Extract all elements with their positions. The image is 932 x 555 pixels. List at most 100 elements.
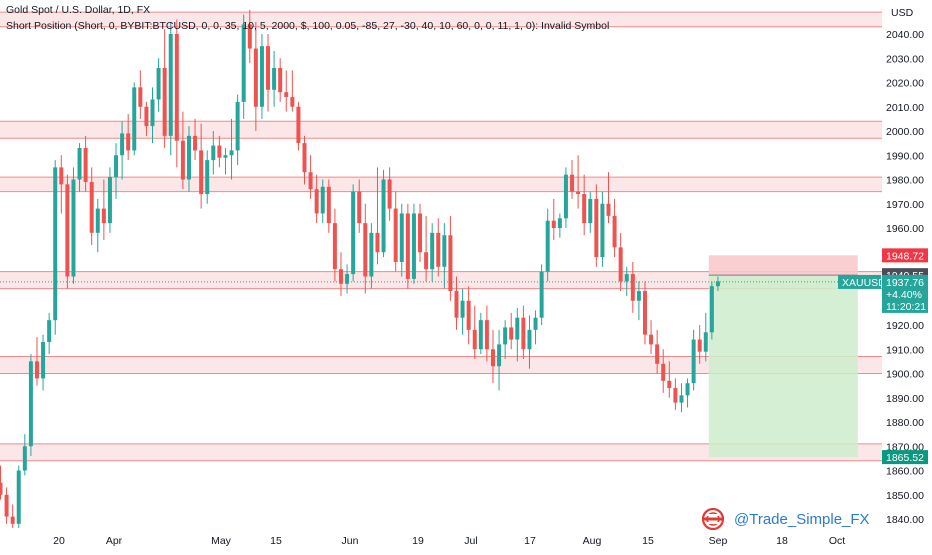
symbol-tag: XAUUSD bbox=[842, 277, 886, 289]
candle-26 bbox=[156, 58, 161, 112]
candles-layer bbox=[0, 9, 720, 529]
candle-body-116 bbox=[703, 332, 708, 352]
candle-29 bbox=[174, 19, 179, 168]
candle-112 bbox=[679, 383, 684, 413]
candle-body-53 bbox=[320, 186, 325, 214]
candle-96 bbox=[582, 174, 587, 236]
candle-body-52 bbox=[314, 189, 319, 214]
x-tick-Oct: Oct bbox=[829, 535, 845, 547]
candle-32 bbox=[193, 118, 198, 161]
zone-1 bbox=[0, 121, 882, 139]
x-tick-Apr: Apr bbox=[106, 535, 123, 547]
candle-body-20 bbox=[120, 133, 125, 156]
candle-23 bbox=[138, 70, 143, 119]
x-tick-Aug: Aug bbox=[583, 535, 602, 547]
candle-78 bbox=[472, 305, 477, 359]
candle-41 bbox=[247, 9, 252, 64]
candle-body-6 bbox=[34, 361, 39, 379]
candle-17 bbox=[101, 179, 106, 241]
candle-64 bbox=[387, 167, 392, 221]
candle-93 bbox=[563, 167, 568, 228]
candle-body-49 bbox=[296, 106, 301, 144]
candle-113 bbox=[685, 378, 690, 408]
x-tick-Jul: Jul bbox=[464, 535, 477, 547]
candle-3 bbox=[16, 465, 21, 529]
candle-53 bbox=[320, 179, 325, 224]
candle-body-26 bbox=[156, 67, 161, 100]
candle-body-7 bbox=[41, 341, 46, 379]
candle-body-63 bbox=[381, 179, 386, 253]
y-tick-2010: 2010.00 bbox=[886, 102, 924, 114]
candle-body-105 bbox=[636, 291, 641, 301]
candle-body-54 bbox=[326, 186, 331, 224]
candle-body-33 bbox=[199, 150, 204, 195]
candle-body-36 bbox=[217, 145, 222, 158]
symbol-tag-bg bbox=[838, 274, 881, 289]
candle-body-84 bbox=[509, 327, 514, 340]
candle-body-111 bbox=[673, 388, 678, 403]
candle-body-95 bbox=[576, 191, 581, 195]
candle-body-70 bbox=[424, 252, 429, 270]
candle-87 bbox=[527, 315, 532, 369]
candle-114 bbox=[691, 329, 696, 391]
time-axis[interactable]: 20 Apr May 15 Jun 19 Jul 17 Aug 15 Sep 18 Oct bbox=[0, 528, 882, 550]
candle-body-57 bbox=[345, 274, 350, 284]
candle-73 bbox=[442, 223, 447, 289]
candle-24 bbox=[144, 101, 149, 136]
candle-body-75 bbox=[454, 291, 459, 318]
watermark-text: @Trade_Simple_FX bbox=[734, 510, 870, 528]
candle-98 bbox=[594, 184, 599, 267]
last-price-change: +4.40% bbox=[886, 289, 922, 301]
candle-77 bbox=[466, 286, 471, 345]
candle-55 bbox=[332, 208, 337, 282]
candle-body-31 bbox=[186, 135, 191, 180]
candle-body-66 bbox=[399, 213, 404, 262]
x-tick-15: 15 bbox=[270, 535, 282, 547]
candle-110 bbox=[667, 361, 672, 398]
symbol-title[interactable]: Gold Spot / U.S. Dollar, 1D, FX bbox=[6, 4, 151, 16]
candle-36 bbox=[217, 135, 222, 168]
candle-body-22 bbox=[132, 87, 137, 151]
zone-5 bbox=[0, 443, 882, 461]
candle-body-93 bbox=[563, 174, 568, 219]
candle-body-25 bbox=[150, 99, 155, 127]
candle-33 bbox=[199, 123, 204, 209]
candle-101 bbox=[612, 198, 617, 258]
candle-100 bbox=[606, 172, 611, 224]
candle-body-94 bbox=[570, 174, 575, 192]
candle-15 bbox=[89, 167, 94, 245]
zone-3 bbox=[0, 271, 882, 289]
candle-74 bbox=[448, 215, 453, 301]
candle-body-15 bbox=[89, 181, 94, 233]
short-position-tool[interactable] bbox=[0, 255, 882, 458]
candle-85 bbox=[515, 308, 520, 362]
candle-body-55 bbox=[332, 223, 337, 270]
candle-body-9 bbox=[53, 167, 58, 321]
candle-47 bbox=[284, 70, 289, 112]
candle-body-88 bbox=[533, 317, 538, 330]
candle-body-14 bbox=[83, 147, 88, 182]
x-tick-May: May bbox=[211, 535, 232, 547]
candle-body-1 bbox=[4, 494, 9, 517]
candle-body-19 bbox=[114, 155, 119, 178]
candle-body-4 bbox=[22, 446, 27, 471]
candle-57 bbox=[345, 264, 350, 294]
candle-34 bbox=[205, 150, 210, 204]
candle-body-41 bbox=[247, 24, 252, 49]
candle-95 bbox=[576, 155, 581, 209]
candle-body-109 bbox=[661, 363, 666, 381]
candle-5 bbox=[28, 354, 33, 456]
study-legend[interactable]: Short Position (Short, 0, BYBIT:BTCUSD, … bbox=[6, 20, 610, 32]
candle-44 bbox=[266, 34, 271, 112]
candle-body-29 bbox=[174, 34, 179, 141]
candle-27 bbox=[162, 29, 167, 148]
candle-body-64 bbox=[387, 179, 392, 209]
candle-body-21 bbox=[126, 133, 131, 151]
candle-body-100 bbox=[606, 203, 611, 216]
candle-body-106 bbox=[642, 291, 647, 335]
candle-body-17 bbox=[101, 208, 106, 224]
candle-30 bbox=[180, 111, 185, 190]
candle-102 bbox=[618, 232, 623, 292]
